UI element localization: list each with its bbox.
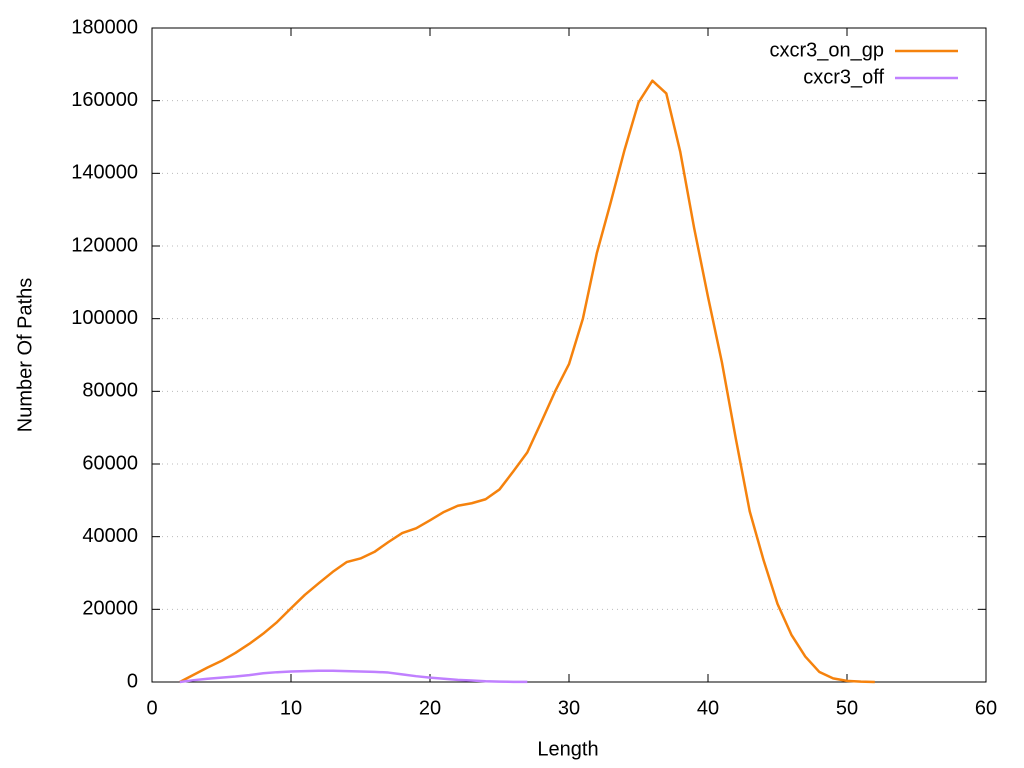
x-tick-label: 0 bbox=[146, 697, 157, 719]
legend-label: cxcr3_on_gp bbox=[769, 39, 884, 61]
y-tick-label: 20000 bbox=[82, 598, 138, 620]
x-tick-label: 60 bbox=[975, 697, 997, 719]
legend-label: cxcr3_off bbox=[803, 66, 884, 88]
x-tick-label: 20 bbox=[419, 697, 441, 719]
y-tick-label: 80000 bbox=[82, 380, 138, 402]
y-tick-label: 100000 bbox=[71, 307, 138, 329]
y-tick-label: 140000 bbox=[71, 162, 138, 184]
x-tick-label: 10 bbox=[280, 697, 302, 719]
plot-frame bbox=[151, 27, 987, 683]
series-line bbox=[179, 669, 528, 684]
y-tick-label: 160000 bbox=[71, 89, 138, 111]
x-tick-label: 40 bbox=[697, 697, 719, 719]
y-tick-label: 0 bbox=[127, 670, 138, 692]
y-tick-label: 60000 bbox=[82, 452, 138, 474]
y-tick-label: 120000 bbox=[71, 234, 138, 256]
x-axis-label: Length bbox=[537, 738, 598, 760]
y-tick-label: 180000 bbox=[71, 16, 138, 38]
series-line bbox=[179, 79, 875, 684]
y-tick-label: 40000 bbox=[82, 525, 138, 547]
x-tick-label: 30 bbox=[558, 697, 580, 719]
x-tick-label: 50 bbox=[836, 697, 858, 719]
y-axis-label: Number Of Paths bbox=[14, 278, 36, 433]
